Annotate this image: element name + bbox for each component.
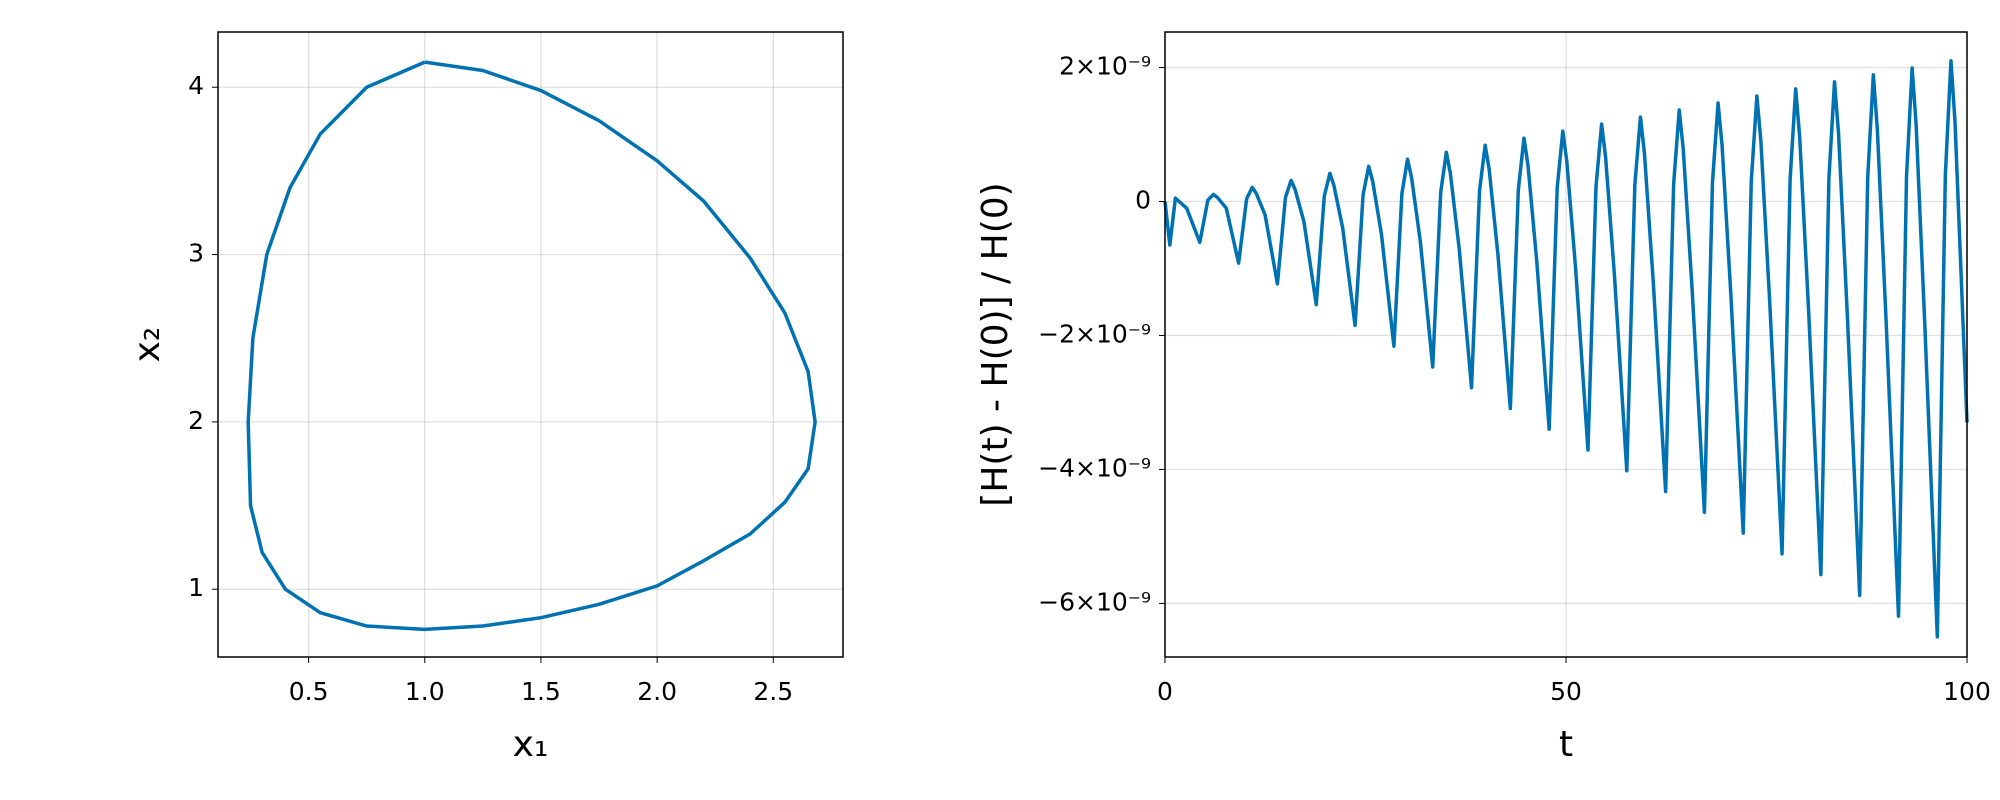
y-tick-label: −6×10⁻⁹ [1038, 587, 1151, 616]
y-tick-label: 2 [188, 406, 204, 435]
y-tick-label: 3 [188, 239, 204, 268]
y-axis-label: x₂ [127, 327, 168, 363]
y-tick-label: 1 [188, 573, 204, 602]
y-tick-label: 4 [188, 71, 204, 100]
x-tick-label: 0.5 [289, 677, 329, 706]
x-axis-label: x₁ [513, 724, 549, 765]
data-line [246, 60, 817, 632]
x-tick-label: 100 [1943, 677, 1991, 706]
plot-frame [217, 31, 844, 658]
x-tick-label: 1.0 [405, 677, 445, 706]
y-tick-label: 0 [1135, 185, 1151, 214]
plot-frame [1164, 31, 1968, 658]
data-line [1163, 59, 1969, 639]
y-tick-label: −4×10⁻⁹ [1038, 453, 1151, 482]
x-tick-label: 1.5 [521, 677, 561, 706]
x-tick-label: 2.5 [753, 677, 793, 706]
y-axis-label: [H(t) - H(0)] / H(0) [975, 182, 1016, 506]
y-tick-label: 2×10⁻⁹ [1059, 52, 1151, 81]
x-tick-label: 50 [1550, 677, 1582, 706]
x-tick-label: 2.0 [637, 677, 677, 706]
y-tick-label: −2×10⁻⁹ [1038, 319, 1151, 348]
x-tick-label: 0 [1157, 677, 1173, 706]
x-axis-label: t [1559, 724, 1573, 765]
